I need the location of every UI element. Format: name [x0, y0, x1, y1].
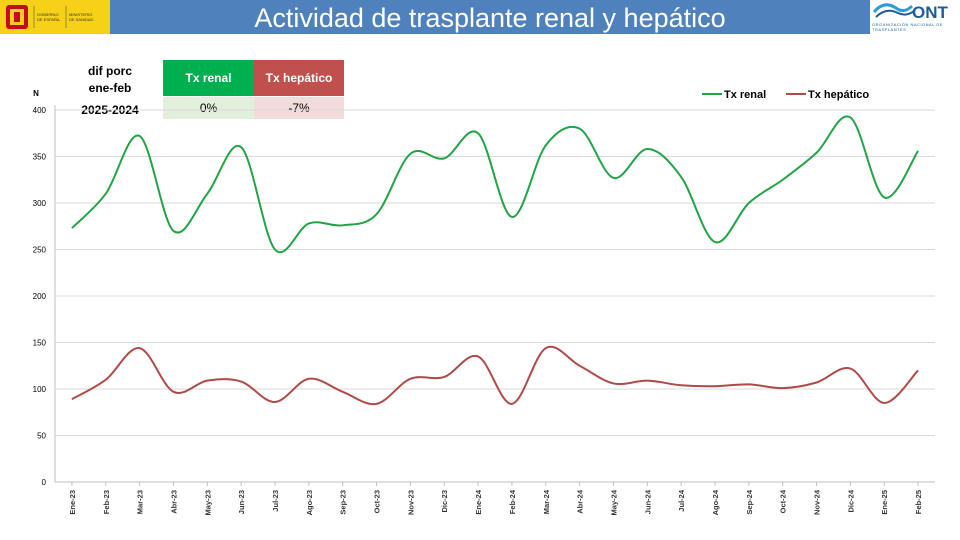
ont-logo	[870, 0, 960, 34]
y-tick-label: 50	[37, 432, 46, 441]
y-tick-label: 400	[33, 106, 47, 115]
x-tick-label: Feb-25	[914, 490, 923, 514]
x-tick-label: Jul-24	[677, 489, 686, 512]
x-tick-label: Oct-23	[373, 490, 382, 513]
x-tick-label: Mar-23	[136, 490, 145, 514]
y-tick-label: 0	[42, 478, 47, 487]
y-tick-label: 300	[33, 199, 47, 208]
government-line-1: GOBIERNO	[37, 12, 59, 17]
government-line-2: DE ESPAÑA	[37, 17, 60, 22]
header: GOBIERNO DE ESPAÑA MINISTERIO DE SANIDAD…	[0, 0, 960, 34]
x-tick-label: Jun-23	[237, 490, 246, 514]
x-tick-label: Sep-23	[339, 490, 348, 515]
x-tick-label: Oct-24	[779, 489, 788, 513]
x-tick-label: Ene-24	[474, 489, 483, 514]
x-tick-label: May-24	[609, 489, 618, 515]
diff-header-renal: Tx renal	[163, 60, 254, 96]
x-tick-label: Ene-25	[880, 490, 889, 515]
y-tick-label: 200	[33, 292, 47, 301]
x-tick-label: Mar-24	[542, 489, 551, 514]
y-tick-label: 100	[33, 385, 47, 394]
series-line-tx-hepatico	[71, 345, 919, 406]
x-tick-label: May-23	[203, 490, 212, 515]
y-tick-label: 250	[33, 246, 47, 255]
series-line-tx-renal	[71, 115, 919, 254]
ont-logo-text: ONT	[912, 3, 948, 22]
x-tick-label: Feb-24	[508, 489, 517, 514]
x-tick-label: Ago-23	[305, 490, 314, 515]
legend-label-tx-hepatico: Tx hepático	[808, 89, 869, 101]
y-tick-label: 350	[33, 153, 47, 162]
ont-subtitle: ORGANIZACIÓN NACIONAL DE TRASPLANTES	[872, 22, 943, 32]
diff-header-hepatico: Tx hepático	[254, 60, 344, 96]
x-tick-label: Dic-23	[440, 490, 449, 513]
x-tick-label: Abr-24	[576, 489, 585, 514]
x-tick-label: Feb-23	[102, 490, 111, 514]
diff-value-hepatico: -7%	[254, 97, 344, 119]
x-tick-label: Ago-24	[711, 489, 720, 515]
diff-label-line1: dif porc	[88, 64, 132, 78]
diff-label-line2: ene-feb	[88, 81, 132, 95]
ont-wave-icon	[872, 3, 915, 18]
x-tick-label: Jul-23	[271, 490, 280, 512]
page-title: Actividad de trasplante renal y hepático	[254, 3, 726, 33]
x-tick-label: Jun-24	[643, 489, 652, 514]
ministry-line-2: DE SANIDAD	[69, 17, 94, 22]
x-tick-label: Dic-24	[846, 489, 855, 512]
x-tick-label: Abr-23	[169, 490, 178, 514]
y-tick-label: 150	[33, 339, 47, 348]
header-bar	[110, 0, 870, 34]
diff-value-renal: 0%	[163, 97, 254, 119]
coat-of-arms-icon	[6, 5, 67, 29]
y-axis-label: N	[33, 89, 39, 98]
x-tick-label: Sep-24	[745, 489, 754, 514]
x-tick-label: Nov-23	[406, 490, 415, 515]
x-tick-label: Nov-24	[813, 489, 822, 515]
ministry-line-1: MINISTERIO	[69, 12, 93, 17]
government-logo: GOBIERNO DE ESPAÑA MINISTERIO DE SANIDAD	[0, 0, 110, 34]
x-tick-label: Ene-23	[68, 490, 77, 515]
legend-label-tx-renal: Tx renal	[724, 89, 766, 101]
